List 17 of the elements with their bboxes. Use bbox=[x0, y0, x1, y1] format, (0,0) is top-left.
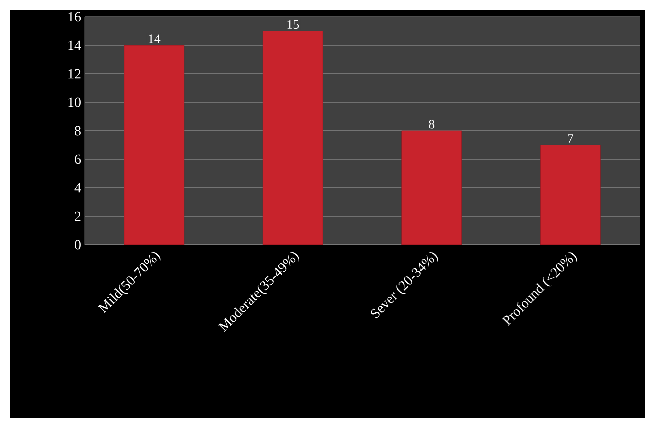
y-tick-label: 4 bbox=[74, 183, 82, 193]
data-label: 14 bbox=[149, 34, 161, 44]
bar bbox=[540, 145, 601, 245]
data-label: 8 bbox=[429, 120, 435, 129]
y-tick-label: 8 bbox=[75, 126, 81, 136]
y-tick-label: 14 bbox=[68, 40, 82, 50]
y-tick-label: 12 bbox=[68, 69, 81, 79]
data-label: 15 bbox=[288, 20, 300, 30]
data-label: 7 bbox=[568, 134, 574, 144]
bar bbox=[262, 31, 324, 245]
bar bbox=[402, 130, 462, 245]
y-tick-label: 0 bbox=[75, 240, 81, 250]
bar bbox=[124, 45, 185, 245]
y-tick-label: 10 bbox=[68, 98, 81, 108]
y-tick-label: 6 bbox=[75, 154, 82, 164]
y-tick-label: 16 bbox=[68, 12, 82, 22]
y-tick-label: 2 bbox=[75, 212, 81, 222]
